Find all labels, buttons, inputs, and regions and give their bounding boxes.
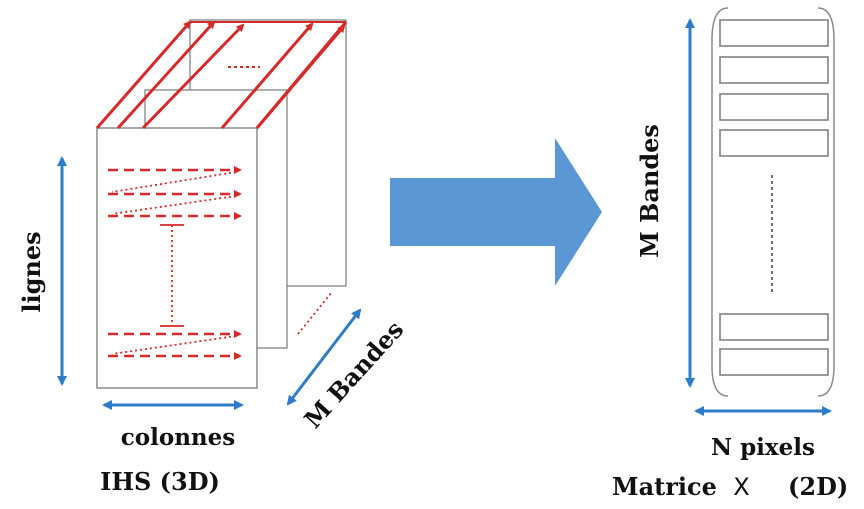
cube-caption: IHS (3D) bbox=[100, 467, 220, 496]
return-line bbox=[111, 335, 237, 355]
matrix-row bbox=[719, 56, 829, 84]
bands-label-right: M Bandes bbox=[635, 124, 664, 258]
matrix-caption-dimension: (2D) bbox=[788, 472, 848, 501]
matrix-row bbox=[719, 129, 829, 157]
cube-top-right-edge bbox=[255, 21, 348, 129]
cube-front-face bbox=[96, 127, 258, 389]
matrix-row bbox=[719, 19, 829, 47]
bands-label-left: M Bandes bbox=[298, 315, 409, 434]
matrix-row bbox=[719, 93, 829, 121]
matrix-caption: Matrice X (2D) bbox=[612, 472, 848, 501]
return-line bbox=[111, 195, 237, 215]
band-ellipsis bbox=[297, 291, 333, 335]
matrix-2d: M Bandes N pixels Matrice X (2D) bbox=[612, 7, 848, 501]
return-line bbox=[111, 171, 237, 193]
columns-label: colonnes bbox=[121, 424, 235, 451]
depth-arrow bbox=[220, 22, 314, 129]
row-return-lines bbox=[111, 171, 333, 355]
matrix-row bbox=[719, 348, 829, 376]
rows-label: lignes bbox=[17, 231, 46, 312]
depth-scan-arrows bbox=[95, 20, 348, 130]
matrix-left-bracket bbox=[711, 7, 729, 397]
matrix-right-bracket bbox=[817, 7, 835, 397]
matrix-row bbox=[719, 313, 829, 341]
hyperspectral-cube: lignes colonnes M Bandes IHS (3D) bbox=[17, 19, 409, 496]
row-scan-arrows bbox=[108, 166, 242, 360]
transform-arrow bbox=[390, 138, 602, 286]
depth-arrow bbox=[141, 23, 245, 130]
depth-arrow bbox=[95, 20, 192, 129]
bands-axis-arrow bbox=[286, 308, 362, 406]
depth-arrow bbox=[116, 20, 216, 130]
pixels-label: N pixels bbox=[711, 434, 815, 461]
matrix-caption-main: Matrice bbox=[612, 472, 717, 501]
matrix-caption-variable: X bbox=[733, 473, 749, 501]
